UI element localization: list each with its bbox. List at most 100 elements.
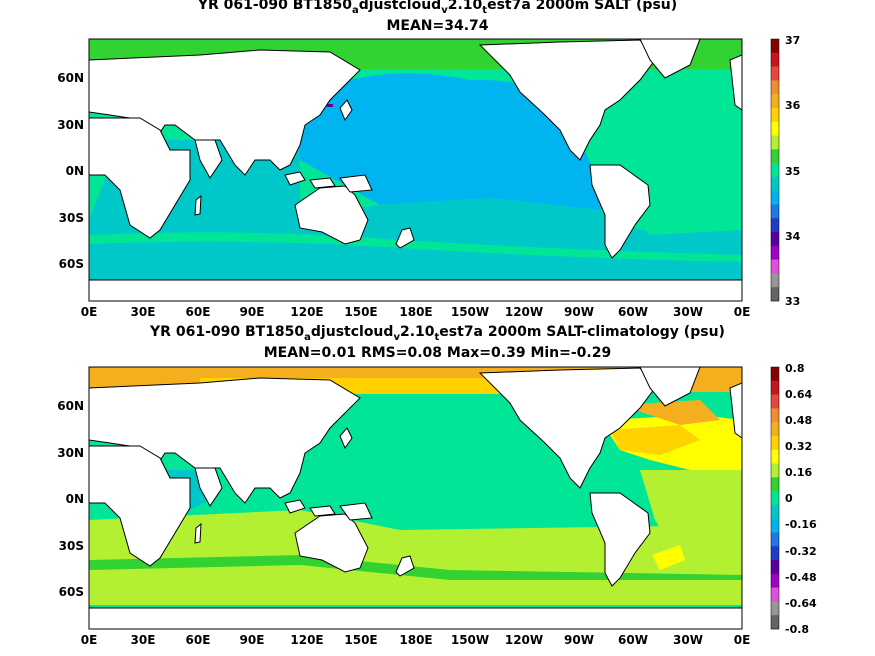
- lon-label: 120E: [290, 633, 323, 647]
- lon-label: 120E: [290, 305, 323, 319]
- colorbar-cell: [771, 560, 779, 575]
- colorbar-salt-labels: 37 36 35 34 33: [785, 34, 801, 308]
- colorbar-cell: [771, 287, 779, 302]
- colorbar-label: 0: [785, 492, 793, 505]
- colorbar-cell: [771, 435, 779, 451]
- lon-label: 90W: [564, 633, 594, 647]
- colorbar-label: 36: [785, 99, 801, 112]
- colorbar-cell: [771, 94, 779, 109]
- colorbar-label: 0.8: [785, 362, 805, 375]
- colorbar-cell: [771, 422, 779, 437]
- colorbar-label: -0.32: [785, 545, 817, 558]
- lon-axis-2: 0E 30E 60E 90E 120E 150E 180E 150W 120W …: [81, 633, 751, 647]
- colorbar-label: 37: [785, 34, 800, 47]
- colorbar-label: 34: [785, 230, 801, 243]
- colorbar-label: 0.32: [785, 440, 812, 453]
- colorbar-cell: [771, 546, 779, 561]
- colorbar-cell: [771, 463, 779, 478]
- lat-label: 30N: [57, 446, 84, 460]
- lon-label: 90E: [240, 633, 265, 647]
- lat-label: 60S: [59, 585, 84, 599]
- colorbar-cell: [771, 573, 779, 588]
- colorbar-cell: [771, 601, 779, 616]
- colorbar-cell: [771, 66, 779, 81]
- colorbar-cell: [771, 245, 779, 260]
- colorbar-label: 0.16: [785, 466, 812, 479]
- lon-axis-1: 0E 30E 60E 90E 120E 150E 180E 150W 120W …: [81, 305, 751, 319]
- lon-label: 30E: [131, 305, 156, 319]
- colorbar-salt: [770, 38, 780, 302]
- panel1-stats: MEAN=34.74: [386, 18, 489, 34]
- lon-label: 60W: [618, 633, 648, 647]
- colorbar-cell: [771, 477, 779, 492]
- lon-label: 90W: [564, 305, 594, 319]
- colorbar-label: 0.48: [785, 414, 812, 427]
- lat-label: 60N: [57, 399, 84, 413]
- colorbar-cell: [771, 163, 779, 178]
- colorbar-cell: [771, 149, 779, 164]
- panel1-title: YR 061-090 BT1850adjustcloudv2.10test7a …: [197, 0, 678, 16]
- colorbar-cell: [771, 190, 779, 205]
- lon-label: 150W: [451, 305, 489, 319]
- colorbar-cell: [771, 176, 779, 191]
- colorbar-cell: [771, 135, 779, 150]
- lat-label: 30S: [59, 211, 84, 225]
- colorbar-cell: [771, 218, 779, 233]
- colorbar-cell: [771, 232, 779, 247]
- colorbar-anomaly-labels: 0.8 0.64 0.48 0.32 0.16 0 -0.16 -0.32 -0…: [785, 362, 817, 636]
- colorbar-cell: [771, 367, 779, 382]
- colorbar-cell: [771, 204, 779, 219]
- map-panel-salt-anomaly: [89, 367, 742, 629]
- colorbar-cell: [771, 121, 779, 136]
- colorbar-cell: [771, 52, 779, 67]
- lon-label: 150W: [451, 633, 489, 647]
- colorbar-cell: [771, 39, 779, 54]
- lon-label: 120W: [505, 305, 543, 319]
- lat-axis-1: 60N 30N 0N 30S 60S: [57, 71, 84, 271]
- lat-label: 30N: [57, 118, 84, 132]
- lon-label: 30W: [673, 305, 703, 319]
- colorbar-cell: [771, 449, 779, 464]
- colorbar-cell: [771, 532, 779, 547]
- panel2-title: YR 061-090 BT1850adjustcloudv2.10test7a …: [150, 324, 725, 343]
- colorbar-cell: [771, 408, 779, 423]
- lon-label: 0E: [81, 305, 98, 319]
- lon-label: 120W: [505, 633, 543, 647]
- land-masses-anomaly: [89, 367, 742, 629]
- colorbar-cell: [771, 380, 779, 395]
- colorbar-cell: [771, 518, 779, 533]
- colorbar-label: 33: [785, 295, 800, 308]
- lon-label: 60W: [618, 305, 648, 319]
- colorbar-label: -0.48: [785, 571, 817, 584]
- land-masses: [89, 39, 742, 301]
- map-panel-salt: [89, 39, 742, 301]
- lon-label: 0E: [734, 633, 751, 647]
- lat-label: 60N: [57, 71, 84, 85]
- colorbar-border: [770, 366, 780, 630]
- panel2-stats: MEAN=0.01 RMS=0.08 Max=0.39 Min=-0.29: [263, 345, 612, 361]
- colorbar-cell: [771, 587, 779, 602]
- colorbar-border: [770, 38, 780, 302]
- colorbar-label: -0.16: [785, 518, 817, 531]
- lon-label: 30E: [131, 633, 156, 647]
- lat-label: 60S: [59, 257, 84, 271]
- colorbar-anomaly: [770, 366, 780, 630]
- colorbar-label: -0.64: [785, 597, 817, 610]
- lat-label: 0N: [66, 492, 84, 506]
- colorbar-cell: [771, 273, 779, 288]
- lon-label: 90E: [240, 305, 265, 319]
- colorbar-cell: [771, 394, 779, 409]
- colorbar-cell: [771, 615, 779, 630]
- lon-label: 30W: [673, 633, 703, 647]
- colorbar-cell: [771, 491, 779, 506]
- lon-label: 150E: [344, 305, 377, 319]
- colorbar-cell: [771, 107, 779, 123]
- colorbar-label: 35: [785, 165, 800, 178]
- lon-label: 180E: [399, 633, 432, 647]
- colorbar-cell: [771, 504, 779, 519]
- lon-label: 0E: [734, 305, 751, 319]
- colorbar-label: -0.8: [785, 623, 809, 636]
- colorbar-label: 0.64: [785, 388, 812, 401]
- lon-label: 60E: [186, 305, 211, 319]
